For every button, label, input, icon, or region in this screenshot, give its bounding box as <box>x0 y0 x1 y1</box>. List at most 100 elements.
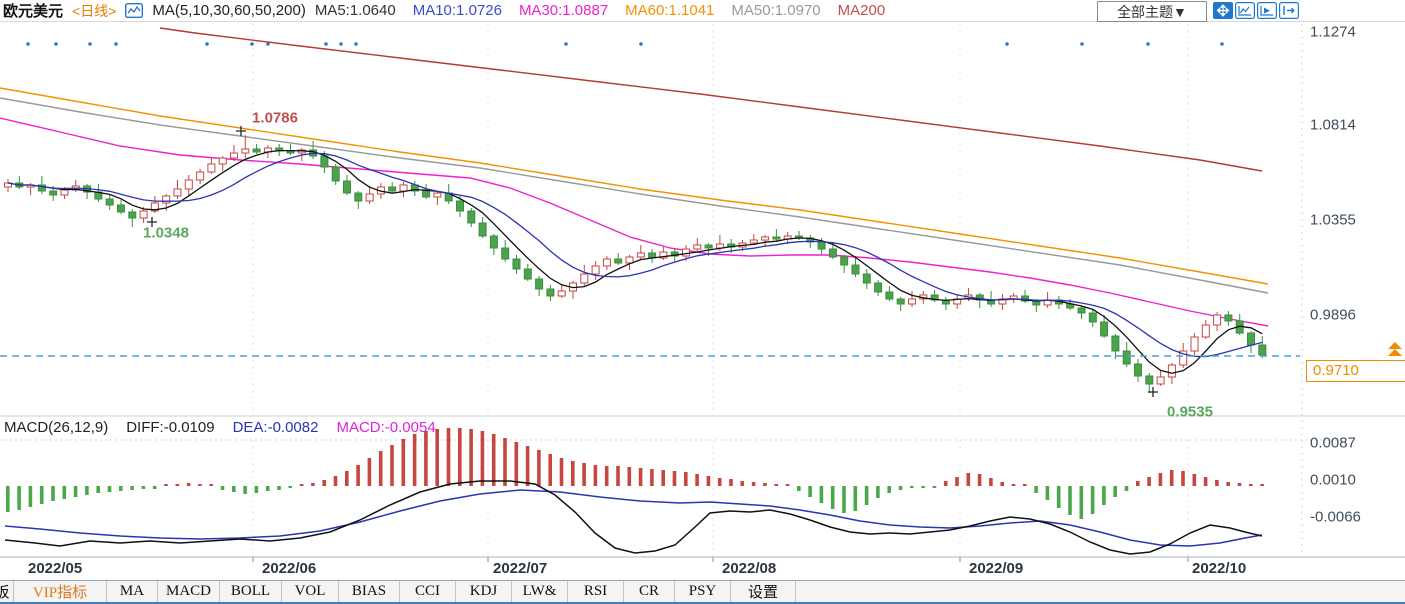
tab-label: VOL <box>294 583 326 599</box>
macd-bar <box>446 428 451 486</box>
theme-dropdown[interactable]: 全部主题▼ <box>1097 1 1207 22</box>
macd-bar <box>638 468 643 486</box>
macd-bar <box>469 429 473 486</box>
date-label: 2022/10 <box>1192 560 1247 577</box>
macd-value-label: DEA:-0.0082 <box>232 419 319 436</box>
candle-body <box>467 210 476 224</box>
candle-body <box>1190 336 1199 352</box>
tab-label: 设置 <box>747 585 778 601</box>
candle-body <box>399 184 408 192</box>
diff-line <box>4 480 1263 555</box>
macd-bar <box>571 461 575 486</box>
macd-bar <box>1169 470 1174 486</box>
macd-bar <box>1023 484 1027 486</box>
ma10-line <box>7 152 1263 358</box>
macd-bar <box>537 450 541 486</box>
macd-bar <box>729 479 733 486</box>
candle-body <box>749 239 758 244</box>
tab-VIP指标[interactable]: VIP指标 <box>14 581 107 602</box>
tab-CR[interactable]: CR <box>624 581 675 602</box>
candle-body <box>535 278 544 290</box>
top-dot-marker <box>1005 42 1009 46</box>
tab-BOLL[interactable]: BOLL <box>220 581 282 602</box>
candle-body <box>320 155 329 168</box>
macd-bar <box>955 477 959 486</box>
period-label[interactable]: <日线> <box>72 2 117 19</box>
axis-scale-icon[interactable] <box>1235 2 1255 19</box>
macd-bar <box>17 486 21 510</box>
macd-bar <box>1079 486 1084 519</box>
macd-bar <box>458 428 462 486</box>
tab-label: BOLL <box>230 583 271 599</box>
candle-body <box>354 192 363 202</box>
macd-bar <box>661 470 665 486</box>
candle-body <box>162 195 171 204</box>
crosshair-move-icon[interactable] <box>1213 2 1233 19</box>
tab-RSI[interactable]: RSI <box>568 581 624 602</box>
top-dot-marker <box>250 42 254 46</box>
top-dot-marker <box>266 42 270 46</box>
candle-body <box>670 251 679 257</box>
macd-bar <box>265 486 270 491</box>
candle-body <box>184 179 193 190</box>
extreme-cross-marker <box>1148 387 1158 397</box>
macd-bar <box>333 476 338 486</box>
macd-bar <box>254 486 259 493</box>
macd-bar <box>401 439 406 486</box>
macd-bar <box>559 458 564 486</box>
macd-bar <box>232 486 236 492</box>
theme-dropdown-label: 全部主题▼ <box>1117 3 1187 20</box>
tab-设置[interactable]: 设置 <box>731 581 796 602</box>
ma-settings-label: MA(5,10,30,60,50,200) <box>152 2 306 19</box>
date-label: 2022/09 <box>969 560 1024 577</box>
extreme-cross-marker <box>236 126 246 136</box>
macd-bar <box>1102 486 1106 505</box>
macd-bar <box>209 484 213 486</box>
chart-header: 欧元美元 <日线> MA(5,10,30,60,50,200) MA5:1.06… <box>0 0 1405 22</box>
macd-bar <box>876 486 880 498</box>
macd-bar <box>582 463 586 486</box>
macd-bar <box>932 486 937 488</box>
macd-bar <box>548 454 552 486</box>
macd-bar <box>830 486 835 509</box>
ma50-line <box>0 97 1269 294</box>
macd-bar <box>28 486 33 507</box>
tab-VOL[interactable]: VOL <box>282 581 339 602</box>
tab-板[interactable]: 板 <box>0 581 14 602</box>
tab-MACD[interactable]: MACD <box>158 581 220 602</box>
macd-bar <box>39 486 44 504</box>
candle-body <box>761 236 770 241</box>
macd-bar <box>390 445 394 486</box>
price-axis-label: 1.1274 <box>1310 23 1356 41</box>
pop-out-icon[interactable] <box>1279 2 1299 19</box>
ma-value-label: MA10:1.0726 <box>412 2 502 19</box>
top-dot-marker <box>205 42 209 46</box>
macd-bar <box>650 469 654 486</box>
tab-MA[interactable]: MA <box>107 581 158 602</box>
macd-bar <box>1192 474 1197 486</box>
candle-body <box>218 157 227 165</box>
indicator-chart-icon[interactable] <box>125 3 144 18</box>
candle-body <box>1156 376 1165 385</box>
macd-bar <box>1249 484 1253 486</box>
macd-bar <box>175 484 180 486</box>
top-dot-marker <box>564 42 568 46</box>
candle-body <box>388 186 397 192</box>
candle-body <box>241 148 250 154</box>
tab-CCI[interactable]: CCI <box>400 581 456 602</box>
tab-KDJ[interactable]: KDJ <box>456 581 512 602</box>
toolbar-icons <box>1213 2 1299 19</box>
candle-body <box>60 189 69 196</box>
macd-bar <box>243 486 247 494</box>
macd-bar <box>1056 486 1061 508</box>
macd-bar <box>1034 486 1038 493</box>
pane-play-icon[interactable] <box>1257 2 1277 19</box>
tab-PSY[interactable]: PSY <box>675 581 731 602</box>
tab-LW&[interactable]: LW& <box>512 581 568 602</box>
tab-BIAS[interactable]: BIAS <box>339 581 400 602</box>
candle-body <box>117 204 125 213</box>
ma-value-label: MA200 <box>837 2 886 19</box>
macd-bar <box>864 486 869 505</box>
top-dot-marker <box>354 42 358 46</box>
